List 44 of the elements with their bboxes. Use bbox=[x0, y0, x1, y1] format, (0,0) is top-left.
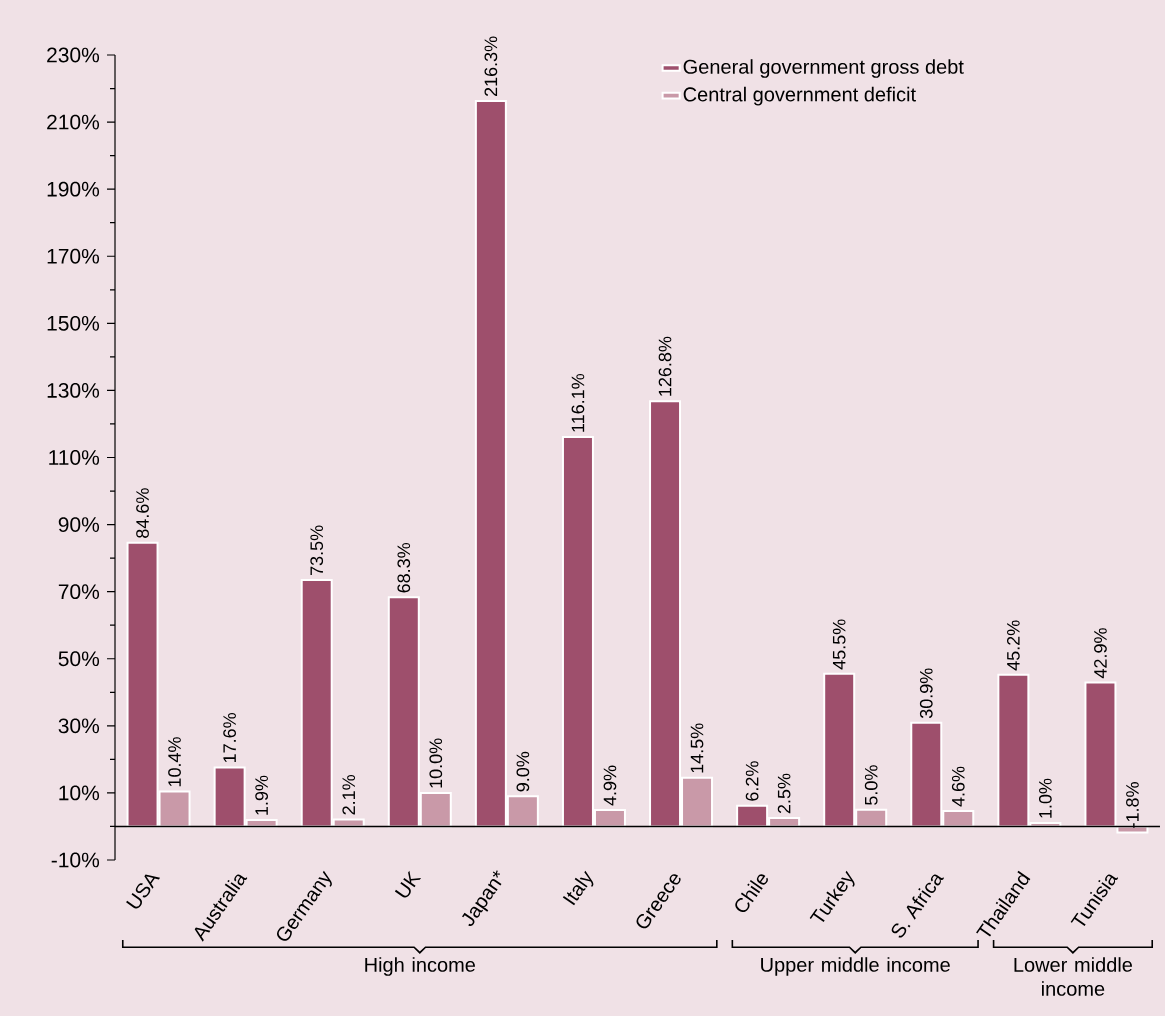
data-label: 73.5% bbox=[310, 525, 324, 575]
data-label: 5.0% bbox=[864, 765, 878, 805]
y-tick-label: 210% bbox=[47, 114, 100, 130]
data-label: 6.2% bbox=[745, 761, 759, 801]
x-tick-label: Italy bbox=[562, 870, 594, 906]
data-label: 126.8% bbox=[658, 336, 672, 396]
data-label: 14.5% bbox=[690, 723, 704, 773]
data-label: 10.0% bbox=[429, 738, 443, 788]
text: High income bbox=[365, 957, 475, 976]
data-label: 45.5% bbox=[832, 619, 846, 670]
y-tick-label: 170% bbox=[47, 248, 100, 264]
y-tick-label: 90% bbox=[58, 517, 100, 532]
data-label: 17.6% bbox=[223, 713, 236, 763]
data-label: 10.4% bbox=[168, 737, 181, 787]
y-tick-label: 190% bbox=[47, 181, 100, 197]
data-label: -1.8% bbox=[1126, 782, 1139, 828]
y-tick-label: 10% bbox=[59, 785, 100, 801]
data-label: 45.2% bbox=[1006, 620, 1020, 671]
legend-label: General government gross debt bbox=[683, 59, 964, 78]
text: Upper middle income bbox=[761, 957, 950, 976]
data-label: 84.6% bbox=[136, 488, 149, 538]
data-label: 1.0% bbox=[1038, 778, 1052, 818]
y-tick-label: 70% bbox=[58, 584, 100, 600]
data-label: 2.5% bbox=[777, 773, 791, 814]
text: Lower middle income bbox=[1014, 957, 1132, 996]
data-label: 4.6% bbox=[951, 766, 965, 807]
data-label: 116.1% bbox=[571, 373, 585, 432]
data-label: 68.3% bbox=[397, 542, 411, 593]
data-label: 2.1% bbox=[342, 775, 356, 815]
data-label: 1.9% bbox=[255, 775, 268, 815]
y-tick-label: 130% bbox=[47, 382, 100, 398]
y-tick-label: 50% bbox=[58, 651, 100, 667]
data-label: 9.0% bbox=[516, 751, 530, 792]
data-label: 30.9% bbox=[919, 668, 933, 719]
data-label: 216.3% bbox=[484, 36, 498, 97]
data-label: 4.9% bbox=[603, 765, 617, 806]
y-tick-label: -10% bbox=[51, 852, 100, 868]
y-tick-label: 150% bbox=[47, 315, 100, 331]
x-tick-label: UK bbox=[394, 870, 422, 898]
legend-label: Central government deficit bbox=[683, 86, 916, 106]
y-tick-label: 110% bbox=[49, 450, 100, 465]
data-label: 42.9% bbox=[1094, 628, 1107, 679]
y-tick-label: 230% bbox=[47, 47, 100, 63]
y-tick-label: 30% bbox=[58, 718, 100, 734]
